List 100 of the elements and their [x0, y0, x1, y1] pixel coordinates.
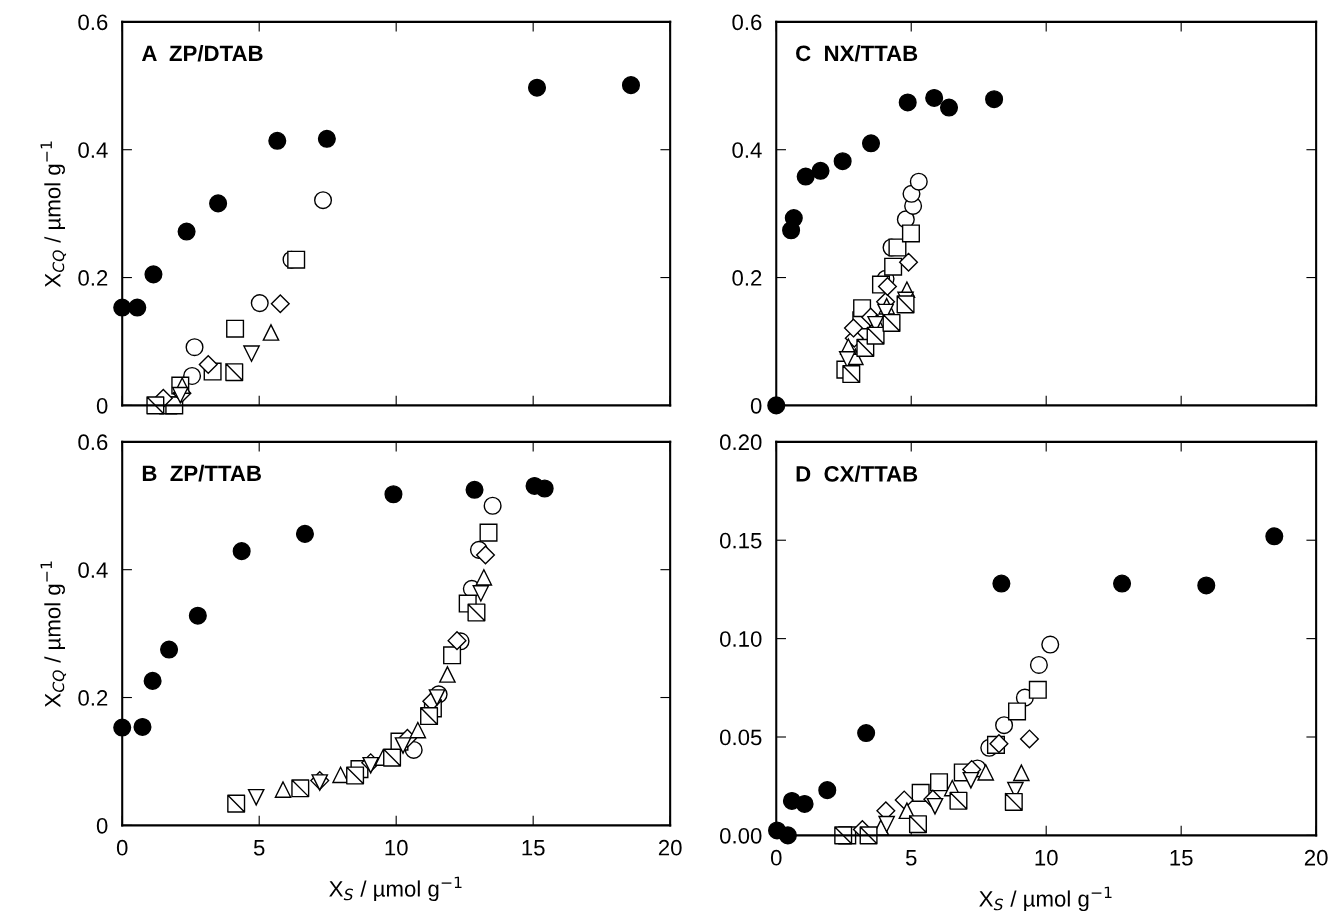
- point: [882, 313, 901, 332]
- point: [811, 161, 830, 180]
- y-tick-label: 0.4: [78, 142, 108, 158]
- point: [1197, 576, 1216, 595]
- point: [621, 76, 641, 95]
- point: [317, 129, 336, 148]
- point: [144, 265, 163, 284]
- point: [878, 815, 895, 833]
- point: [274, 781, 292, 798]
- point: [332, 766, 349, 784]
- point: [898, 93, 917, 112]
- y-tick-label: 0.6: [78, 14, 108, 31]
- point: [925, 88, 944, 107]
- point: [409, 721, 427, 739]
- y-tick-label: 0.00: [719, 827, 762, 844]
- point: [901, 224, 920, 243]
- point: [888, 238, 907, 257]
- x-tick-label: 10: [1035, 849, 1058, 866]
- point: [227, 794, 246, 813]
- x-tick-label: 5: [253, 840, 265, 856]
- point: [384, 485, 403, 504]
- point: [394, 737, 412, 754]
- x-tick-label: 0: [770, 849, 782, 866]
- point: [926, 797, 944, 815]
- point: [767, 396, 786, 415]
- point: [877, 276, 898, 297]
- point: [475, 569, 493, 586]
- text: D CX/TTAB: [796, 465, 918, 482]
- point: [857, 724, 876, 743]
- x-tick-label: 10: [385, 839, 408, 856]
- text: C NX/TTAB: [796, 44, 918, 62]
- point: [420, 707, 439, 726]
- point: [287, 250, 306, 269]
- point: [985, 90, 1004, 109]
- x-tick-label: 20: [658, 839, 682, 856]
- y-tick-label: 0.10: [719, 631, 762, 647]
- point: [1019, 729, 1039, 749]
- point: [226, 319, 245, 338]
- point: [939, 98, 959, 117]
- y-tick-label: 0: [96, 817, 108, 834]
- point: [1013, 764, 1030, 782]
- point: [143, 671, 162, 690]
- point: [113, 718, 132, 737]
- y-tick-label: 0.2: [78, 270, 108, 286]
- point: [795, 794, 814, 813]
- y-tick-label: 0.05: [719, 729, 762, 746]
- point: [843, 318, 863, 338]
- point: [128, 298, 147, 317]
- point: [209, 194, 228, 213]
- x-axis-title: X$_{S}$ / µmol g$^{−1}$: [979, 886, 1112, 911]
- point: [930, 773, 949, 792]
- x-tick-label: 5: [905, 850, 917, 866]
- point: [884, 257, 903, 276]
- text: A ZP/DTAB: [141, 44, 263, 62]
- point: [291, 779, 310, 798]
- point: [262, 324, 280, 341]
- y-axis-title: X$_{CQ}$ / µmol g$^{−1}$: [40, 141, 67, 288]
- x-tick-label: 15: [1170, 850, 1193, 866]
- y-tick-label: 0.4: [78, 562, 108, 578]
- point: [535, 479, 554, 498]
- y-tick-label: 0.20: [719, 434, 762, 451]
- point: [896, 295, 915, 314]
- point: [346, 766, 365, 785]
- y-axis-title: X$_{CQ}$ / µmol g$^{−1}$: [40, 561, 67, 708]
- point: [479, 523, 498, 542]
- point: [443, 646, 462, 665]
- point: [1265, 527, 1284, 546]
- point: [465, 480, 484, 499]
- point: [778, 826, 797, 845]
- point: [268, 131, 287, 150]
- point: [842, 365, 861, 384]
- text: B ZP/TTAB: [142, 464, 261, 482]
- point: [1004, 792, 1023, 811]
- point: [1028, 680, 1047, 699]
- point: [113, 298, 132, 317]
- point: [818, 781, 837, 800]
- x-tick-label: 15: [522, 840, 545, 856]
- point: [894, 790, 914, 810]
- y-tick-label: 0.15: [719, 532, 762, 549]
- point: [962, 771, 980, 789]
- point: [898, 252, 919, 272]
- point: [833, 152, 852, 171]
- point: [428, 689, 446, 706]
- point: [439, 666, 456, 683]
- point: [225, 363, 244, 382]
- y-tick-label: 0: [96, 397, 108, 414]
- point: [861, 134, 881, 153]
- point: [160, 640, 179, 659]
- point: [467, 603, 486, 622]
- point: [232, 542, 251, 561]
- y-tick-label: 0.4: [732, 142, 762, 158]
- point: [133, 717, 152, 736]
- point: [198, 354, 218, 375]
- point: [527, 78, 547, 97]
- point: [383, 748, 402, 767]
- point: [1008, 702, 1027, 721]
- point: [908, 815, 928, 834]
- y-tick-label: 0.2: [78, 690, 108, 706]
- x-axis-title: X$_{S}$ / µmol g$^{−1}$: [329, 876, 462, 902]
- point: [243, 345, 260, 362]
